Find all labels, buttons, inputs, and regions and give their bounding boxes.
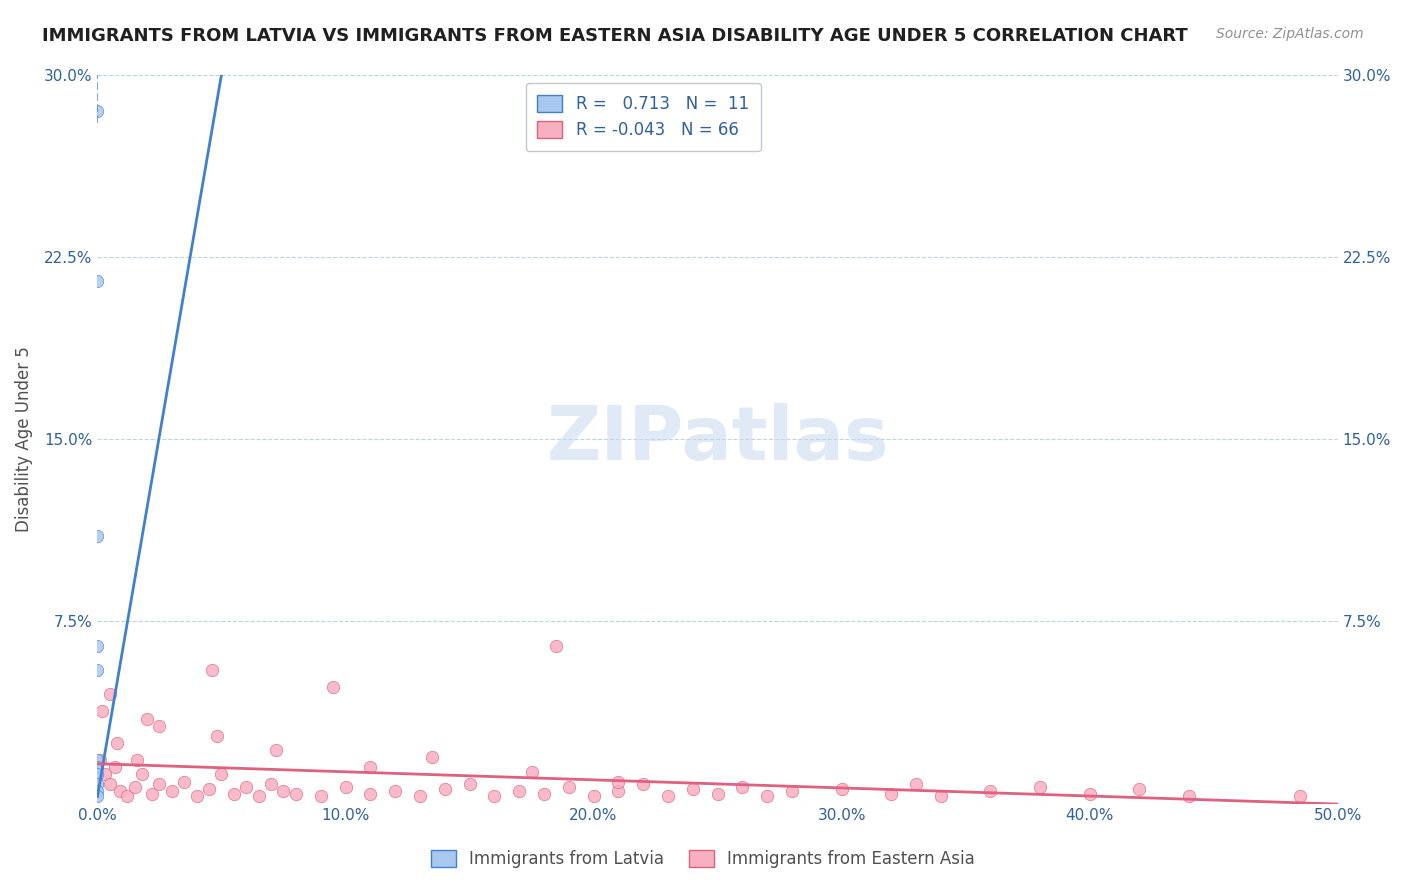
Point bbox=[880, 787, 903, 801]
Point bbox=[86, 639, 108, 653]
Point bbox=[141, 787, 163, 801]
Point bbox=[205, 729, 228, 743]
Point bbox=[186, 789, 208, 804]
Point bbox=[148, 719, 170, 733]
Point bbox=[546, 639, 568, 653]
Point bbox=[359, 787, 381, 801]
Point bbox=[631, 777, 654, 791]
Point bbox=[108, 784, 131, 798]
Point bbox=[89, 753, 111, 767]
Point bbox=[322, 680, 344, 694]
Point bbox=[780, 784, 803, 798]
Point bbox=[94, 767, 117, 781]
Point bbox=[409, 789, 432, 804]
Point bbox=[86, 760, 108, 774]
Point bbox=[508, 784, 530, 798]
Point bbox=[682, 782, 704, 797]
Point bbox=[1078, 787, 1101, 801]
Point bbox=[235, 780, 257, 794]
Point bbox=[273, 784, 295, 798]
Point bbox=[86, 274, 108, 288]
Point bbox=[433, 782, 456, 797]
Point bbox=[211, 767, 233, 781]
Point bbox=[607, 784, 630, 798]
Legend: Immigrants from Latvia, Immigrants from Eastern Asia: Immigrants from Latvia, Immigrants from … bbox=[425, 843, 981, 875]
Point bbox=[86, 529, 108, 543]
Point bbox=[582, 789, 605, 804]
Point bbox=[86, 784, 108, 798]
Point bbox=[384, 784, 406, 798]
Point bbox=[198, 782, 221, 797]
Point bbox=[1178, 789, 1201, 804]
Point bbox=[420, 750, 443, 764]
Point bbox=[105, 736, 128, 750]
Point bbox=[136, 712, 159, 726]
Point bbox=[309, 789, 332, 804]
Point bbox=[731, 780, 754, 794]
Point bbox=[160, 784, 183, 798]
Point bbox=[284, 787, 307, 801]
Point bbox=[484, 789, 506, 804]
Point bbox=[86, 789, 108, 804]
Point bbox=[98, 777, 121, 791]
Point bbox=[86, 767, 108, 781]
Point bbox=[706, 787, 728, 801]
Point bbox=[222, 787, 245, 801]
Point bbox=[91, 704, 114, 718]
Point bbox=[124, 780, 146, 794]
Point bbox=[86, 753, 108, 767]
Point bbox=[979, 784, 1001, 798]
Legend: R =   0.713   N =  11, R = -0.043   N = 66: R = 0.713 N = 11, R = -0.043 N = 66 bbox=[526, 83, 761, 151]
Point bbox=[264, 743, 287, 757]
Point bbox=[607, 774, 630, 789]
Point bbox=[127, 753, 149, 767]
Point bbox=[458, 777, 481, 791]
Point bbox=[359, 760, 381, 774]
Point bbox=[260, 777, 283, 791]
Point bbox=[1029, 780, 1052, 794]
Point bbox=[904, 777, 927, 791]
Point bbox=[657, 789, 679, 804]
Y-axis label: Disability Age Under 5: Disability Age Under 5 bbox=[15, 346, 32, 532]
Point bbox=[1289, 789, 1312, 804]
Point bbox=[831, 782, 853, 797]
Point bbox=[247, 789, 270, 804]
Text: IMMIGRANTS FROM LATVIA VS IMMIGRANTS FROM EASTERN ASIA DISABILITY AGE UNDER 5 CO: IMMIGRANTS FROM LATVIA VS IMMIGRANTS FRO… bbox=[42, 27, 1188, 45]
Point bbox=[86, 663, 108, 677]
Text: Source: ZipAtlas.com: Source: ZipAtlas.com bbox=[1216, 27, 1364, 41]
Point bbox=[1128, 782, 1150, 797]
Point bbox=[131, 767, 153, 781]
Point bbox=[86, 103, 108, 118]
Point bbox=[86, 777, 108, 791]
Point bbox=[104, 760, 127, 774]
Point bbox=[756, 789, 779, 804]
Text: ZIPatlas: ZIPatlas bbox=[547, 402, 889, 475]
Point bbox=[520, 764, 543, 779]
Point bbox=[558, 780, 581, 794]
Point bbox=[98, 687, 121, 701]
Point bbox=[148, 777, 170, 791]
Point bbox=[929, 789, 952, 804]
Point bbox=[533, 787, 555, 801]
Point bbox=[173, 774, 195, 789]
Point bbox=[200, 663, 222, 677]
Point bbox=[115, 789, 138, 804]
Point bbox=[335, 780, 357, 794]
